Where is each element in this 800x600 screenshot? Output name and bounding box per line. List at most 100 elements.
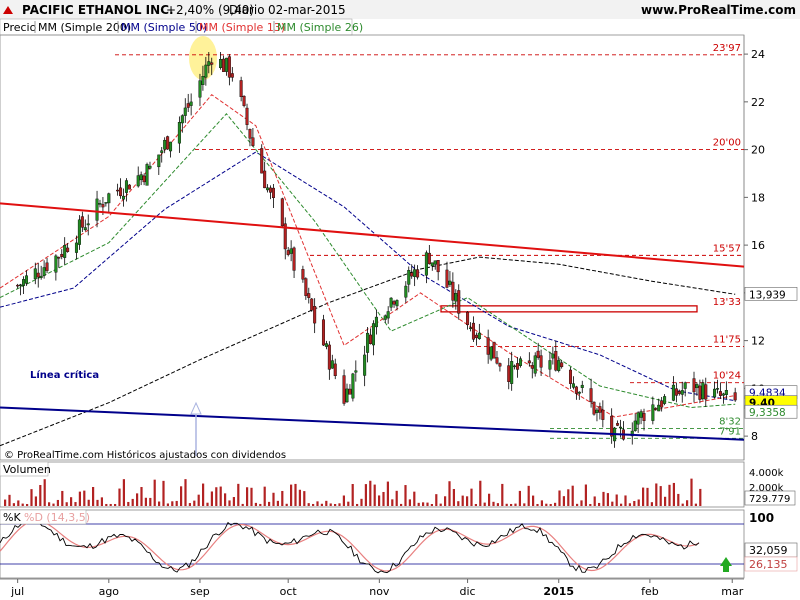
volume-bar	[83, 490, 86, 506]
candle-body	[289, 248, 293, 254]
candle-body	[166, 136, 170, 150]
candle-body	[436, 260, 440, 273]
candle-body	[124, 180, 128, 193]
volume-bar	[391, 499, 394, 506]
volume-bar	[364, 484, 367, 506]
candle-body	[395, 300, 399, 307]
header-period: Diario	[229, 3, 265, 17]
legend-ma50[interactable]: MM (Simple 50)	[121, 21, 207, 34]
candle-body	[333, 363, 337, 377]
volume-bar	[56, 499, 59, 506]
candle-body	[713, 388, 717, 398]
candle-body	[342, 375, 346, 404]
stoch-panel-frame	[0, 509, 745, 579]
volume-bar	[686, 500, 689, 506]
volume-bar	[417, 502, 420, 506]
volume-bar	[518, 490, 521, 506]
volume-bar	[127, 501, 130, 506]
volume-title[interactable]: Volumen	[3, 463, 51, 476]
volume-bar	[228, 500, 231, 506]
volume-bar	[131, 498, 134, 506]
volume-bar	[461, 495, 464, 506]
candle-body	[633, 420, 637, 431]
candle-body	[19, 284, 23, 287]
candle-body	[427, 252, 431, 265]
candle-body	[86, 223, 90, 226]
ma200-line	[0, 256, 736, 447]
volume-bar	[576, 503, 579, 506]
candle-body	[227, 56, 231, 78]
candle-body	[204, 64, 208, 78]
candle-body	[492, 341, 496, 359]
volume-bar	[26, 503, 29, 506]
candle-body	[33, 268, 37, 280]
candle-body	[177, 122, 181, 144]
candle-body	[122, 195, 126, 200]
candle-body	[36, 272, 40, 278]
volume-bar	[413, 491, 416, 506]
candle-body	[63, 245, 67, 258]
volume-axis-2000k: 2.000k	[749, 483, 784, 494]
candle-body	[366, 332, 370, 353]
volume-bar	[558, 490, 561, 506]
volume-bar	[140, 487, 143, 506]
volume-bar	[215, 487, 218, 506]
volume-bar	[224, 493, 227, 506]
header-site[interactable]: www.ProRealTime.com	[641, 3, 796, 17]
volume-bar	[571, 485, 574, 506]
volume-bar	[87, 499, 90, 506]
volume-bar	[65, 502, 68, 506]
legend: Precio MM (Simple 200) MM (Simple 50) MM…	[0, 18, 363, 36]
candle-body	[519, 358, 523, 366]
volume-bar	[320, 503, 323, 506]
candle-body	[677, 391, 681, 394]
candle-body	[363, 354, 367, 376]
volume-bar	[470, 488, 473, 506]
volume-bar	[532, 495, 535, 506]
legend-ma200[interactable]: MM (Simple 200)	[38, 21, 131, 34]
volume-bar	[488, 493, 491, 506]
candle-body	[163, 139, 167, 150]
volume-bar	[602, 491, 605, 506]
candle-body	[116, 189, 120, 192]
candle-body	[210, 62, 214, 65]
legend-price[interactable]: Precio	[3, 21, 37, 34]
volume-bar	[444, 496, 447, 506]
stoch-title-box	[0, 509, 87, 525]
volume-bar	[281, 490, 284, 506]
volume-bar	[483, 502, 486, 506]
candle-body	[239, 80, 243, 98]
candle-body	[283, 223, 287, 250]
stoch-d-label[interactable]: %D (14,3,5)	[24, 511, 90, 524]
candle-body	[324, 343, 328, 347]
x-tick-label: ago	[99, 585, 120, 598]
resistance-trendline	[0, 202, 745, 268]
header-date: 02-mar-2015	[268, 3, 346, 17]
green-up-arrow-icon	[720, 557, 732, 572]
volume-bar	[52, 503, 55, 506]
stoch-k-label[interactable]: %K	[3, 511, 21, 524]
volume-bar	[105, 503, 108, 506]
volume-bar	[527, 485, 530, 506]
candle-body	[574, 386, 578, 394]
up-arrow-annotation-icon	[190, 401, 202, 456]
legend-ma13[interactable]: MM (Simple 13)	[199, 21, 285, 34]
candle-body	[24, 275, 28, 284]
candle-body	[198, 80, 202, 98]
volume-bar	[501, 483, 504, 506]
volume-bar	[620, 503, 623, 506]
volume-bar	[334, 503, 337, 506]
trendlines	[0, 202, 745, 441]
level-label: 11'75	[713, 335, 741, 346]
volume-bar	[96, 499, 99, 506]
candle-body	[413, 269, 417, 277]
volume-bar	[360, 498, 363, 506]
volume-bar	[39, 484, 42, 506]
volume-bar	[290, 484, 293, 506]
level-label: 13'33	[713, 297, 741, 308]
candle-body	[292, 247, 296, 271]
legend-ma26[interactable]: MM (Simple 26)	[277, 21, 363, 34]
candle-body	[651, 404, 655, 421]
candle-body	[407, 270, 411, 285]
